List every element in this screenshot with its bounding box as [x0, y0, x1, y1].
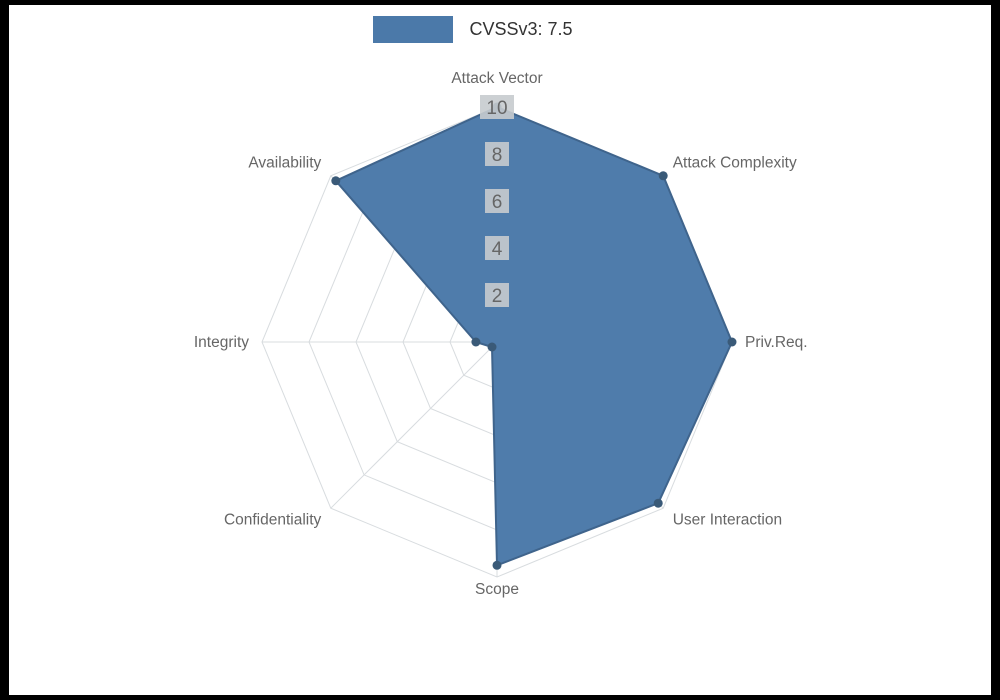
radar-point[interactable]	[492, 560, 502, 570]
radar-point[interactable]	[727, 337, 737, 347]
axis-label: Scope	[475, 581, 519, 598]
radar-point[interactable]	[653, 498, 663, 508]
axis-label: User Interaction	[673, 512, 782, 529]
axis-label: Availability	[248, 154, 321, 171]
legend-label[interactable]: CVSSv3: 7.5	[469, 19, 573, 39]
tick-label: 4	[492, 239, 503, 260]
tick-label: 6	[492, 192, 503, 213]
grid-spoke	[330, 341, 498, 509]
tick-backdrop	[485, 142, 509, 166]
radar-point[interactable]	[331, 176, 341, 186]
tick-backdrop	[485, 236, 509, 260]
tick-backdrop	[480, 95, 514, 119]
axis-label: Attack Vector	[451, 70, 542, 87]
tick-backdrop	[485, 189, 509, 213]
tick-label: 10	[486, 98, 507, 119]
radar-point[interactable]	[471, 337, 481, 347]
tick-backdrop	[485, 283, 509, 307]
legend: CVSSv3: 7.5	[0, 16, 1000, 43]
axis-label: Priv.Req.	[745, 334, 808, 351]
axis-label: Confidentiality	[224, 512, 322, 529]
radar-point[interactable]	[487, 342, 497, 352]
axis-label: Integrity	[194, 334, 249, 351]
tick-label: 8	[492, 145, 503, 166]
radar-series-polygon[interactable]	[334, 106, 733, 567]
tick-label: 2	[492, 286, 503, 307]
radar-point[interactable]	[658, 171, 668, 181]
legend-item-cvssv3[interactable]: CVSSv3: 7.5	[373, 16, 573, 43]
legend-swatch[interactable]	[373, 16, 454, 43]
axis-label: Attack Complexity	[673, 154, 797, 171]
